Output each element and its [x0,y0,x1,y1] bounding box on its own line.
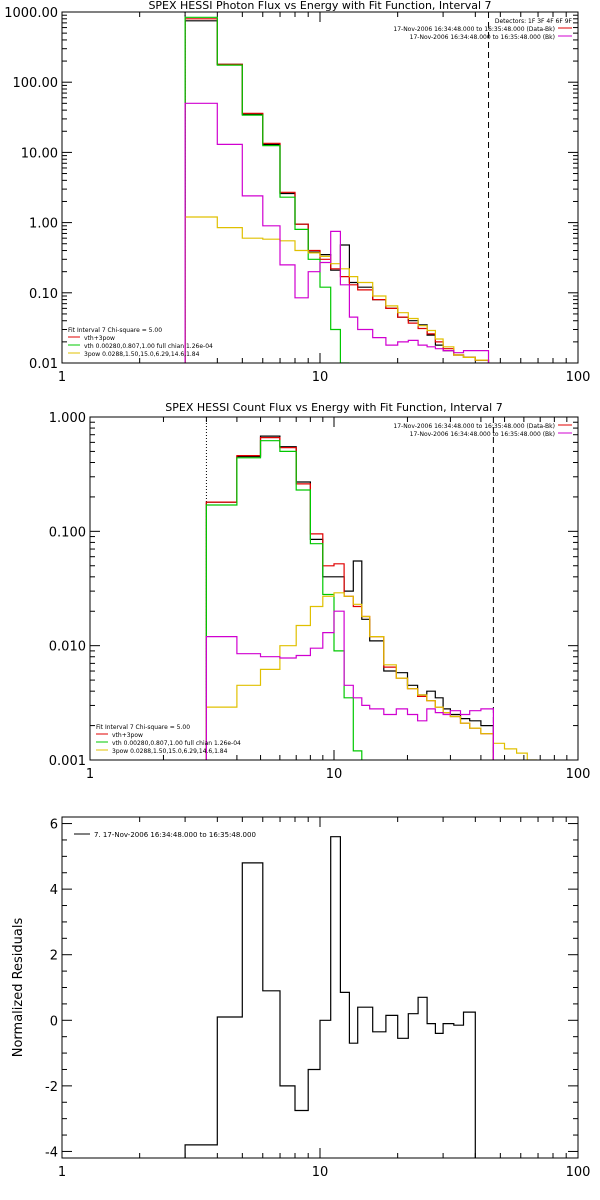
legend-entry: Fit Interval 7 Chi-square = 5.00 [68,327,162,334]
series-3pow [205,592,538,760]
y-tick-label: 4 [50,883,58,898]
y-axis-title: Normalized Residuals [11,918,26,1058]
series-residuals [184,836,476,1158]
legend-entry: vth+3pow [84,335,115,342]
legend-entry: 17-Nov-2006 16:34:48.000 to 16:35:48.000… [393,26,555,33]
x-tick-label: 10 [312,1165,329,1180]
legend-entry: 17-Nov-2006 16:34:48.000 to 16:35:48.000… [410,34,555,41]
legend-entry: vth+3pow [112,732,143,739]
y-tick-label: 0.001 [49,754,86,769]
x-tick-label: 1 [58,370,66,385]
chart-panel-3: 1 10 100 6 4 2 0 -2 -4 Normalized Residuals 7. 17-… [11,816,591,1180]
series-data [184,20,490,363]
series-vth+3pow [184,18,490,363]
y-tick-label: 10.00 [21,146,58,161]
legend-entry: Detectors: 1F 3F 4F 6F 9F [495,18,573,25]
x-tick-label: 100 [566,370,591,385]
x-tick-label: 10 [312,370,329,385]
y-tick-label: 0.100 [49,525,86,540]
axes-frame [61,816,579,1159]
y-tick-label: 1.000 [49,411,86,426]
series-background [205,610,494,760]
x-tick-label: 1 [86,767,94,782]
x-tick-label: 100 [566,767,591,782]
plot-area [205,417,538,760]
y-tick-label: 0.10 [29,287,58,302]
plot-area [184,12,490,363]
y-tick-label: 1000.00 [4,6,58,21]
x-tick-label: 100 [566,1165,591,1180]
y-tick-label: 0.01 [29,357,58,372]
x-tick-label: 1 [58,1165,66,1180]
y-tick-label: 0.010 [49,640,86,655]
legend-entry: 7. 17-Nov-2006 16:34:48.000 to 16:35:48.… [94,831,256,839]
y-tick-label: 2 [50,949,58,964]
y-tick-label: 1.00 [29,217,58,232]
x-tick-label: 10 [326,767,343,782]
axes-frame [89,416,579,761]
y-tick-label: 100.00 [13,76,59,91]
legend-entry: vth 0.00280,0.807,1.00 full chian 1.26e-… [84,343,213,350]
legend-entry: 3pow 0.0288,1.50,15.0,6.29,14.6,1.84 [112,748,228,755]
y-tick-label: -4 [45,1145,58,1160]
y-tick-label: -2 [45,1080,58,1095]
y-tick-label: 0 [50,1014,58,1029]
y-tick-label: 6 [50,818,58,833]
legend-entry: vth 0.00280,0.807,1.00 full chian 1.26e-… [112,740,241,747]
plot-area [184,836,476,1158]
chart-panel-1: SPEX HESSI Photon Flux vs Energy with Fi… [4,0,590,385]
legend-entry: Fit Interval 7 Chi-square = 5.00 [96,724,190,731]
chart-title: SPEX HESSI Count Flux vs Energy with Fit… [165,401,502,414]
legend-entry: 3pow 0.0288,1.50,15.0,6.29,14.6,1.84 [84,351,200,358]
series-3pow [184,216,490,363]
series-vth [184,16,350,363]
legend-entry: 17-Nov-2006 16:34:48.000 to 16:35:48.000… [410,431,555,438]
chart-panel-2: SPEX HESSI Count Flux vs Energy with Fit… [49,401,591,782]
series-vth [205,440,363,760]
legend-entry: 17-Nov-2006 16:34:48.000 to 16:35:48.000… [393,423,555,430]
series-background [184,102,490,363]
axes-frame [61,11,579,364]
chart-title: SPEX HESSI Photon Flux vs Energy with Fi… [148,0,491,12]
